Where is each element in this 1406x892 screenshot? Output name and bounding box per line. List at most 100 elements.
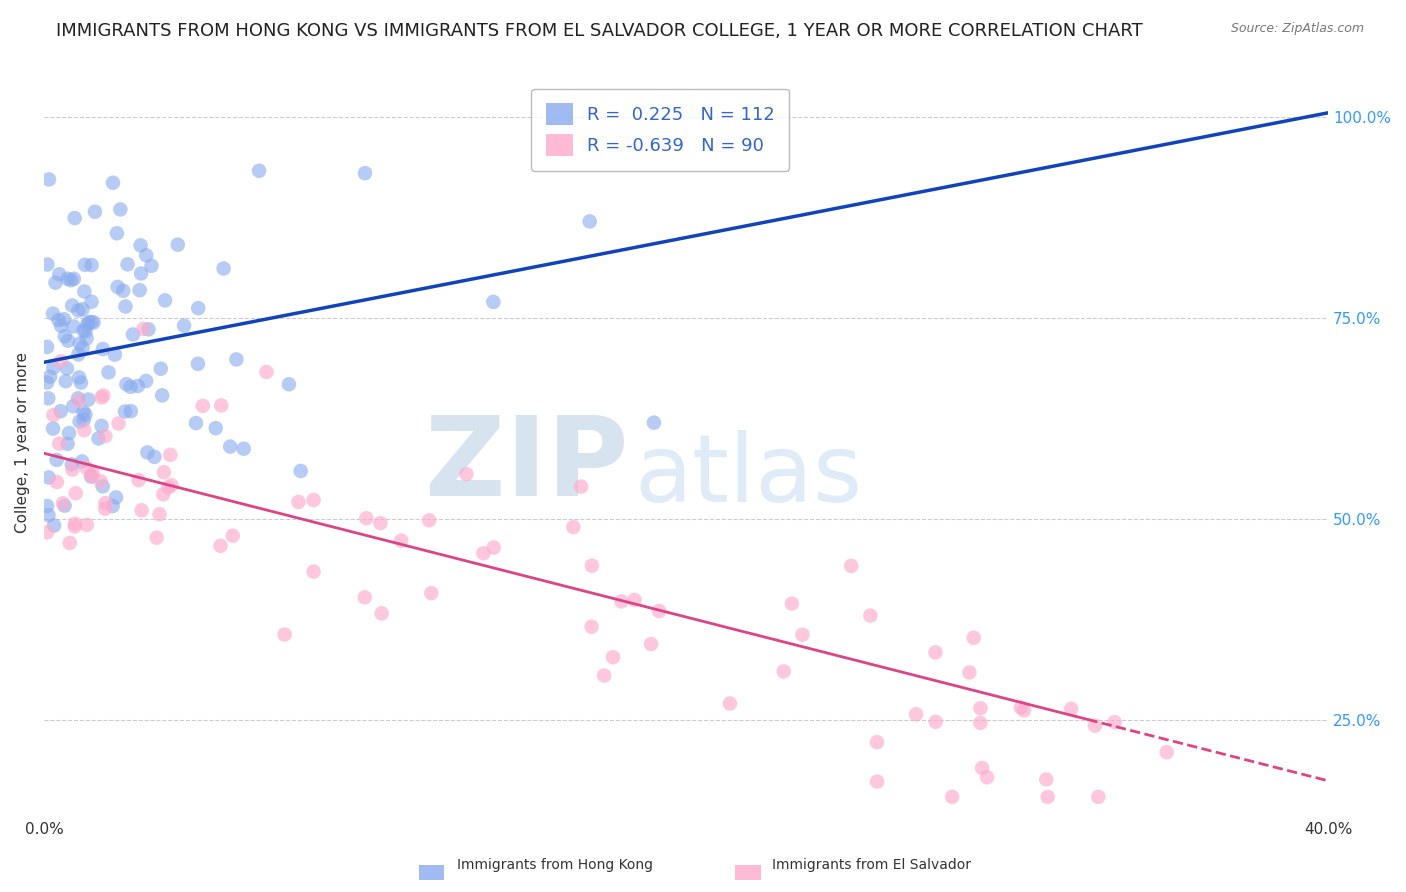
Point bbox=[77, 392, 100, 407]
Point bbox=[138, 322, 160, 336]
Point bbox=[42, 421, 65, 435]
Point bbox=[225, 352, 247, 367]
Point bbox=[148, 507, 170, 521]
Point bbox=[67, 347, 90, 361]
Point bbox=[131, 503, 153, 517]
Point bbox=[153, 293, 176, 308]
Point bbox=[91, 342, 114, 356]
Point bbox=[35, 499, 58, 513]
Point bbox=[569, 479, 592, 493]
Point bbox=[482, 541, 505, 555]
Point bbox=[67, 393, 90, 408]
Point bbox=[90, 391, 112, 405]
Point bbox=[42, 518, 65, 533]
Point bbox=[73, 285, 96, 299]
Text: Source: ZipAtlas.com: Source: ZipAtlas.com bbox=[1230, 22, 1364, 36]
Point bbox=[578, 214, 600, 228]
Point bbox=[866, 735, 889, 749]
Point bbox=[640, 637, 662, 651]
Point bbox=[105, 227, 128, 241]
Point bbox=[1104, 715, 1126, 730]
Point bbox=[1012, 703, 1035, 717]
Y-axis label: College, 1 year or more: College, 1 year or more bbox=[15, 352, 30, 533]
Point bbox=[209, 398, 232, 412]
Point bbox=[356, 511, 378, 525]
Point bbox=[1036, 789, 1059, 804]
Point bbox=[91, 388, 114, 402]
Point bbox=[80, 468, 103, 483]
Point bbox=[38, 470, 60, 484]
Point bbox=[610, 594, 633, 608]
Point bbox=[159, 448, 181, 462]
Point bbox=[648, 604, 671, 618]
Point bbox=[122, 327, 145, 342]
Point bbox=[772, 665, 794, 679]
Point bbox=[184, 416, 207, 430]
Text: Immigrants from El Salvador: Immigrants from El Salvador bbox=[772, 858, 972, 872]
Point bbox=[104, 348, 127, 362]
Point bbox=[114, 300, 136, 314]
Legend: R =  0.225   N = 112, R = -0.639   N = 90: R = 0.225 N = 112, R = -0.639 N = 90 bbox=[531, 89, 789, 170]
Point bbox=[83, 316, 105, 330]
Point bbox=[247, 163, 270, 178]
Point bbox=[39, 369, 62, 384]
Point bbox=[80, 315, 103, 329]
Point bbox=[112, 284, 135, 298]
Point bbox=[191, 399, 214, 413]
Point bbox=[273, 627, 295, 641]
Point bbox=[73, 423, 96, 437]
Point bbox=[107, 280, 129, 294]
Point bbox=[65, 486, 87, 500]
Point bbox=[145, 531, 167, 545]
Point bbox=[117, 257, 139, 271]
Point bbox=[581, 558, 603, 573]
Point bbox=[149, 361, 172, 376]
Point bbox=[80, 469, 103, 483]
Text: ZIP: ZIP bbox=[425, 412, 628, 519]
Point bbox=[941, 789, 963, 804]
Point bbox=[302, 565, 325, 579]
Point bbox=[63, 516, 86, 531]
Point bbox=[187, 301, 209, 315]
Point bbox=[76, 318, 98, 332]
Point bbox=[72, 341, 94, 355]
Point bbox=[924, 714, 946, 729]
Point bbox=[128, 473, 150, 487]
Point bbox=[839, 558, 862, 573]
Point bbox=[52, 312, 75, 326]
Point bbox=[42, 408, 65, 422]
Point bbox=[173, 318, 195, 333]
Point bbox=[187, 357, 209, 371]
Point bbox=[866, 774, 889, 789]
Point bbox=[472, 546, 495, 560]
Point bbox=[593, 668, 616, 682]
Point bbox=[62, 399, 84, 413]
Point bbox=[70, 376, 93, 390]
Point bbox=[420, 586, 443, 600]
Point bbox=[52, 496, 75, 510]
Point bbox=[38, 172, 60, 186]
Point bbox=[287, 495, 309, 509]
Point bbox=[76, 331, 98, 345]
Point bbox=[1087, 789, 1109, 804]
Point bbox=[105, 491, 128, 505]
Point bbox=[94, 496, 117, 510]
Point bbox=[60, 299, 83, 313]
Point bbox=[35, 376, 58, 390]
Point bbox=[166, 237, 188, 252]
Point bbox=[219, 440, 242, 454]
Point bbox=[94, 501, 117, 516]
Point bbox=[87, 432, 110, 446]
Point bbox=[212, 261, 235, 276]
Point bbox=[389, 533, 412, 548]
Point bbox=[204, 421, 226, 435]
Point bbox=[62, 272, 84, 286]
Point bbox=[72, 302, 94, 317]
Point bbox=[59, 536, 82, 550]
Point bbox=[53, 329, 76, 343]
Point bbox=[73, 413, 96, 427]
Point bbox=[132, 322, 155, 336]
Point bbox=[110, 202, 132, 217]
Point bbox=[80, 294, 103, 309]
Point bbox=[160, 478, 183, 492]
